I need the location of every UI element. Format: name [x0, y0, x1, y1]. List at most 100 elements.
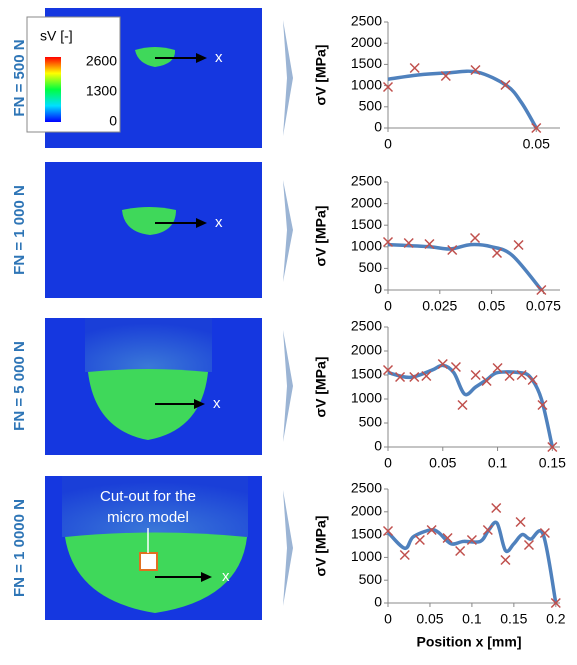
chevrons	[283, 20, 293, 606]
point	[440, 70, 451, 82]
arrows	[155, 57, 203, 578]
point	[531, 122, 542, 134]
point	[382, 236, 394, 248]
point	[547, 441, 558, 453]
point	[527, 374, 538, 386]
x-tick-label: 0	[384, 136, 392, 152]
y-tick-label: 2500	[351, 173, 382, 189]
halo	[85, 318, 212, 372]
y-tick-label: 2500	[351, 480, 382, 496]
colorbar-tick: 2600	[86, 53, 117, 69]
point	[504, 370, 515, 382]
x-tick-label: 0.05	[416, 611, 443, 627]
point	[500, 79, 511, 91]
y-tick-label: 2500	[351, 13, 382, 29]
y-tick-label: 0	[374, 119, 382, 135]
point	[500, 554, 511, 566]
contact-zone	[122, 207, 176, 235]
x-tick-label: 0	[384, 298, 392, 314]
y-tick-label: 1000	[351, 390, 382, 406]
y-tick-label: 1500	[351, 216, 382, 232]
point	[466, 534, 477, 546]
x-tick-label: 0.15	[500, 611, 527, 627]
x-tick-label: 0.1	[462, 611, 482, 627]
point	[450, 361, 461, 373]
point	[523, 539, 534, 551]
y-tick-label: 2000	[351, 34, 382, 50]
axis-x-label: x	[222, 568, 230, 585]
y-tick-label: 1500	[351, 366, 382, 382]
x-tick-label: 0.025	[422, 298, 457, 314]
axis-x-label: x	[215, 214, 223, 231]
point	[470, 232, 481, 244]
point	[382, 364, 394, 376]
y-axis-title: σV [MPa]	[313, 206, 329, 267]
y-tick-label: 2000	[351, 342, 382, 358]
point	[481, 375, 492, 387]
x-tick-label: 0	[384, 455, 392, 471]
point	[382, 81, 394, 93]
y-tick-label: 0	[374, 281, 382, 297]
colorbar-title: sV [-]	[40, 28, 73, 44]
colorbar	[45, 57, 61, 122]
point	[421, 370, 432, 382]
y-axis-title: σV [MPa]	[313, 45, 329, 106]
contact-zone	[65, 532, 247, 613]
y-tick-label: 2000	[351, 503, 382, 519]
point	[395, 371, 406, 383]
line	[387, 69, 538, 129]
y-tick-label: 1500	[351, 55, 382, 71]
point	[399, 549, 410, 561]
axis-x-label: x	[215, 49, 223, 66]
x-tick-label: 0.05	[523, 136, 550, 152]
point	[470, 64, 481, 76]
y-tick-label: 1500	[351, 525, 382, 541]
force-label: FN = 1 0000 N	[11, 499, 28, 597]
x-tick-label: 0.1	[488, 455, 508, 471]
cutout-box	[139, 552, 158, 571]
annotation: Cut-out for the	[100, 488, 196, 505]
axis-x-label: x	[213, 395, 221, 412]
x-tick-label: 0.15	[539, 455, 566, 471]
y-tick-label: 1000	[351, 238, 382, 254]
point	[491, 247, 503, 259]
y-tick-label: 500	[359, 259, 383, 275]
point	[516, 369, 527, 381]
point	[470, 369, 481, 381]
line	[386, 520, 558, 604]
point	[539, 527, 550, 539]
y-tick-label: 0	[374, 438, 382, 454]
point	[414, 534, 425, 546]
point	[536, 284, 547, 296]
x-axis-title: Position x [mm]	[416, 634, 521, 650]
x-tick-label: 0.075	[526, 298, 561, 314]
point	[447, 244, 458, 256]
colorbar-tick: 0	[109, 113, 117, 129]
point	[457, 399, 468, 411]
point	[513, 239, 524, 251]
y-tick-label: 1000	[351, 548, 382, 564]
halo	[62, 476, 248, 537]
arrow-heads	[194, 53, 212, 582]
contact-zone	[88, 369, 208, 440]
x-tick-label: 0.2	[546, 611, 566, 627]
point	[409, 62, 420, 74]
x-tick-label: 0.05	[429, 455, 456, 471]
y-axis-title: σV [MPa]	[313, 516, 329, 577]
annotation: micro model	[107, 509, 189, 526]
y-tick-label: 500	[359, 414, 383, 430]
point	[426, 524, 437, 536]
y-tick-label: 500	[359, 571, 383, 587]
point	[491, 502, 502, 514]
point	[442, 532, 453, 544]
line	[387, 242, 543, 292]
point	[455, 545, 466, 557]
point	[515, 516, 526, 528]
point	[424, 238, 435, 250]
point	[403, 237, 414, 249]
x-tick-label: 0.05	[478, 298, 505, 314]
y-axis-title: σV [MPa]	[313, 357, 329, 418]
colorbar-box	[26, 16, 121, 133]
point	[382, 525, 394, 537]
